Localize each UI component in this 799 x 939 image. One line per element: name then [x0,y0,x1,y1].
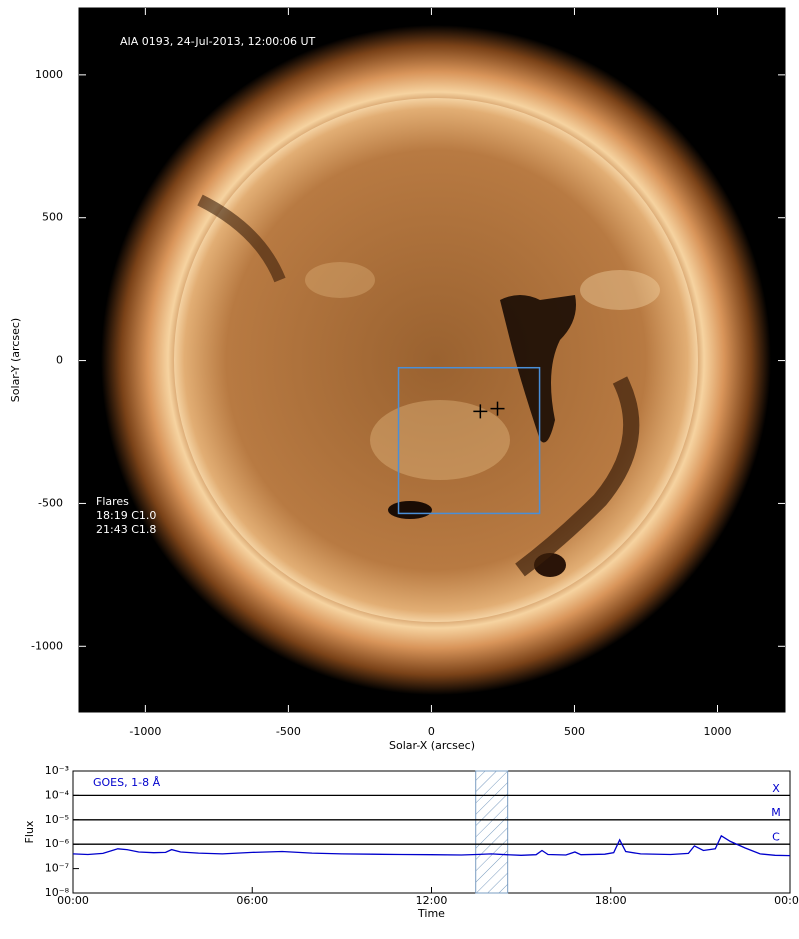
x-tick-label: 0 [428,725,435,738]
x-tick-label: -1000 [129,725,161,738]
x-tick-label: 06:00 [236,894,268,907]
flare-marker [490,401,505,416]
flux-line [72,834,791,857]
x-tick-label: 1000 [703,725,731,738]
y-axis-label: Solar-Y (arcsec) [9,318,22,402]
y-tick-label: -500 [38,496,63,509]
y-tick-label: 10⁻⁸ [45,886,70,899]
x-tick-label: -500 [276,725,301,738]
y-tick-label: 1000 [35,68,63,81]
x-tick-label: 00:00 [774,894,799,907]
sun-image [79,8,785,712]
image-title: AIA 0193, 24-Jul-2013, 12:00:06 UT [120,35,316,48]
y-tick-label: 10⁻⁶ [45,837,70,850]
y-tick-label: 500 [42,211,63,224]
x-tick-label: 00:00 [57,894,89,907]
annotation-line: 21:43 C1.8 [96,523,156,536]
annotation-title: Flares [96,495,129,508]
x-tick-label: 500 [564,725,585,738]
y-axis-label: Flux [23,820,36,843]
y-tick-label: 10⁻⁴ [45,788,70,801]
y-tick-label: 10⁻⁷ [45,862,69,875]
image-frame [78,7,786,713]
annotation-line: 18:19 C1.0 [96,509,156,522]
y-tick-label: -1000 [31,639,63,652]
y-tick-label: 10⁻⁵ [45,813,69,826]
plot-frame [72,770,791,894]
level-label: C [772,831,780,844]
x-tick-label: 12:00 [416,894,448,907]
y-tick-label: 0 [56,354,63,367]
flare-marker [473,404,488,419]
level-label: M [771,806,781,819]
y-tick-label: 10⁻³ [45,764,69,777]
x-axis-label: Time [417,907,445,920]
highlight-window [475,770,509,894]
level-label: X [772,782,780,795]
x-tick-label: 18:00 [595,894,627,907]
x-axis-label: Solar-X (arcsec) [389,739,475,752]
chart-title: GOES, 1-8 Å [93,776,161,789]
region-box [397,366,541,515]
